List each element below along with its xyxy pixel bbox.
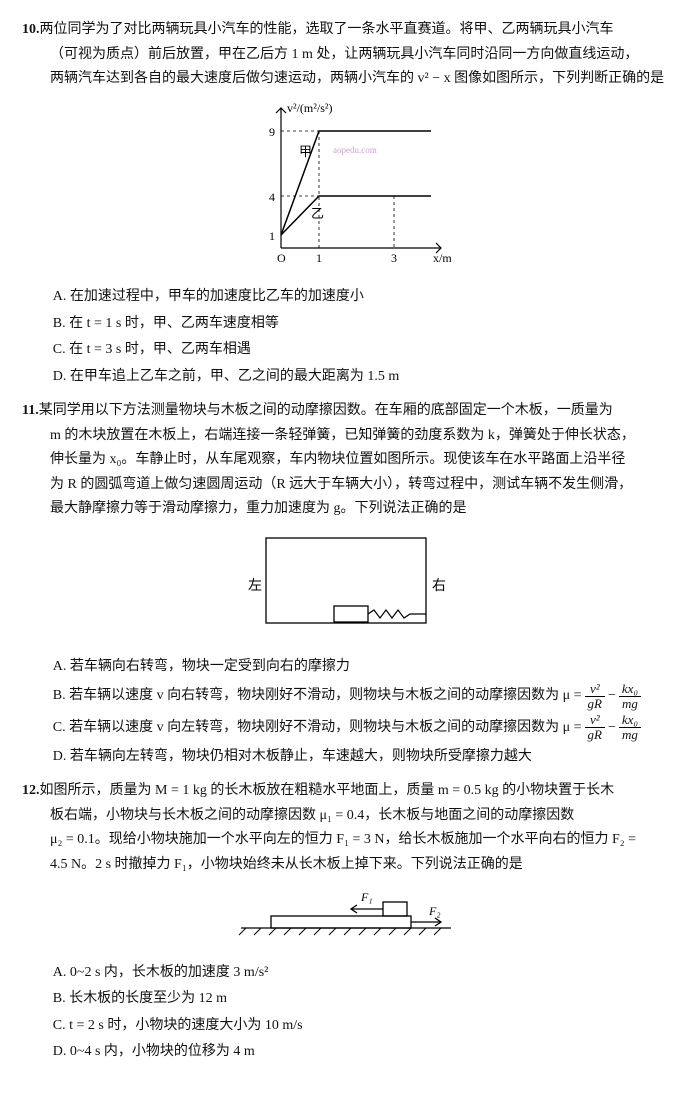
q11-number: 11. <box>22 403 39 418</box>
q11-opt-c: C. 若车辆以速度 v 向左转弯，物块刚好不滑动，则物块与木板之间的动摩擦因数为… <box>53 713 670 743</box>
q10-stem: 10.两位同学为了对比两辆玩具小汽车的性能，选取了一条水平直赛道。将甲、乙两辆玩… <box>22 18 670 43</box>
q12-stem: 12.如图所示，质量为 M = 1 kg 的长木板放在粗糙水平地面上，质量 m … <box>22 779 670 804</box>
q11-line3: 伸长量为 x₀。车静止时，从车尾观察，车内物块位置如图所示。现使该车在水平路面上… <box>22 448 670 473</box>
q10-ylabel: v²/(m²/s²) <box>287 101 332 115</box>
q11-line1: 某同学用以下方法测量物块与木板之间的动摩擦因数。在车厢的底部固定一个木板，一质量… <box>39 403 613 418</box>
q11-opt-a: A. 若车辆向右转弯，物块一定受到向右的摩擦力 <box>53 655 670 680</box>
q12-f1-label: F₁ <box>360 890 373 904</box>
q10-line2: （可视为质点）前后放置，甲在乙后方 1 m 处，让两辆玩具小汽车同时沿同一方向做… <box>22 43 670 68</box>
question-12: 12.如图所示，质量为 M = 1 kg 的长木板放在粗糙水平地面上，质量 m … <box>22 779 670 1065</box>
question-11: 11.某同学用以下方法测量物块与木板之间的动摩擦因数。在车厢的底部固定一个木板，… <box>22 399 670 769</box>
q11-line4: 为 R 的圆弧弯道上做匀速圆周运动（R 远大于车辆大小），转弯过程中，测试车辆不… <box>22 473 670 498</box>
q11-b-frac1: v² gR <box>585 682 605 712</box>
q10-xlabel: x/m <box>433 251 451 265</box>
q10-options: A. 在加速过程中，甲车的加速度比乙车的加速度小 B. 在 t = 1 s 时，… <box>22 285 670 389</box>
q12-line4: 4.5 N。2 s 时撤掉力 F₁，小物块始终未从长木板上掉下来。下列说法正确的… <box>22 853 670 878</box>
q12-opt-d: D. 0~4 s 内，小物块的位移为 4 m <box>53 1040 670 1065</box>
q12-diagram-svg: F₁ F₂ <box>231 883 461 943</box>
q11-b-minus: − <box>608 684 616 709</box>
q12-f2-label: F₂ <box>428 904 441 918</box>
q11-left-label: 左 <box>248 578 262 594</box>
q10-chart-svg: v²/(m²/s²) x/m 1 4 9 1 3 O 甲 乙 aopedu.co… <box>241 98 451 268</box>
q11-line5: 最大静摩擦力等于滑动摩擦力，重力加速度为 g。下列说法正确的是 <box>22 497 670 522</box>
q10-line3: 两辆汽车达到各自的最大速度后做匀速运动，两辆小汽车的 v² − x 图像如图所示… <box>22 67 670 92</box>
q12-line1: 如图所示，质量为 M = 1 kg 的长木板放在粗糙水平地面上，质量 m = 0… <box>40 783 615 798</box>
q10-ytick-1: 1 <box>269 229 275 243</box>
q11-opt-d: D. 若车辆向左转弯，物块仍相对木板静止，车速越大，则物块所受摩擦力越大 <box>53 745 670 770</box>
q10-opt-d: D. 在甲车追上乙车之前，甲、乙之间的最大距离为 1.5 m <box>53 365 670 390</box>
q11-line2: m 的木块放置在木板上，右端连接一条轻弹簧，已知弹簧的劲度系数为 k，弹簧处于伸… <box>22 424 670 449</box>
q11-b-prefix: B. 若车辆以速度 v 向右转弯，物块刚好不滑动，则物块与木板之间的动摩擦因数为… <box>53 684 582 709</box>
q11-right-label: 右 <box>432 578 446 594</box>
q12-opt-c: C. t = 2 s 时，小物块的速度大小为 10 m/s <box>53 1014 670 1039</box>
q10-label-jia: 甲 <box>299 144 312 159</box>
q10-watermark: aopedu.com <box>333 145 377 155</box>
q10-opt-a: A. 在加速过程中，甲车的加速度比乙车的加速度小 <box>53 285 670 310</box>
q11-b-frac2: kx₀ mg <box>619 682 641 712</box>
q12-opt-b: B. 长木板的长度至少为 12 m <box>53 987 670 1012</box>
q11-stem: 11.某同学用以下方法测量物块与木板之间的动摩擦因数。在车厢的底部固定一个木板，… <box>22 399 670 424</box>
q10-ytick-9: 9 <box>269 125 275 139</box>
q12-number: 12. <box>22 783 40 798</box>
q11-c-frac2: kx₀ mg <box>619 713 641 743</box>
q10-xtick-1: 1 <box>316 251 322 265</box>
q11-diagram-svg: 左 右 <box>236 528 456 638</box>
q10-opt-c: C. 在 t = 3 s 时，甲、乙两车相遇 <box>53 338 670 363</box>
q11-options: A. 若车辆向右转弯，物块一定受到向右的摩擦力 B. 若车辆以速度 v 向右转弯… <box>22 655 670 769</box>
q10-figure: v²/(m²/s²) x/m 1 4 9 1 3 O 甲 乙 aopedu.co… <box>22 98 670 278</box>
q10-opt-b: B. 在 t = 1 s 时，甲、乙两车速度相等 <box>53 312 670 337</box>
question-10: 10.两位同学为了对比两辆玩具小汽车的性能，选取了一条水平直赛道。将甲、乙两辆玩… <box>22 18 670 389</box>
q10-xtick-3: 3 <box>391 251 397 265</box>
q10-line1: 两位同学为了对比两辆玩具小汽车的性能，选取了一条水平直赛道。将甲、乙两辆玩具小汽… <box>40 22 614 37</box>
q12-line3: μ₂ = 0.1。现给小物块施加一个水平向左的恒力 F₁ = 3 N，给长木板施… <box>22 828 670 853</box>
q11-opt-b: B. 若车辆以速度 v 向右转弯，物块刚好不滑动，则物块与木板之间的动摩擦因数为… <box>53 682 670 712</box>
q12-line2: 板右端，小物块与长木板之间的动摩擦因数 μ₁ = 0.4，长木板与地面之间的动摩… <box>22 804 670 829</box>
q11-figure: 左 右 <box>22 528 670 648</box>
q11-c-minus: − <box>608 716 616 741</box>
q10-number: 10. <box>22 22 40 37</box>
q12-options: A. 0~2 s 内，长木板的加速度 3 m/s² B. 长木板的长度至少为 1… <box>22 961 670 1065</box>
q12-figure: F₁ F₂ <box>22 883 670 953</box>
q11-c-frac1: v² gR <box>585 713 605 743</box>
q10-origin: O <box>277 251 286 265</box>
q10-label-yi: 乙 <box>311 206 324 221</box>
q10-ytick-4: 4 <box>269 190 275 204</box>
q11-c-prefix: C. 若车辆以速度 v 向左转弯，物块刚好不滑动，则物块与木板之间的动摩擦因数为… <box>53 716 582 741</box>
q12-opt-a: A. 0~2 s 内，长木板的加速度 3 m/s² <box>53 961 670 986</box>
